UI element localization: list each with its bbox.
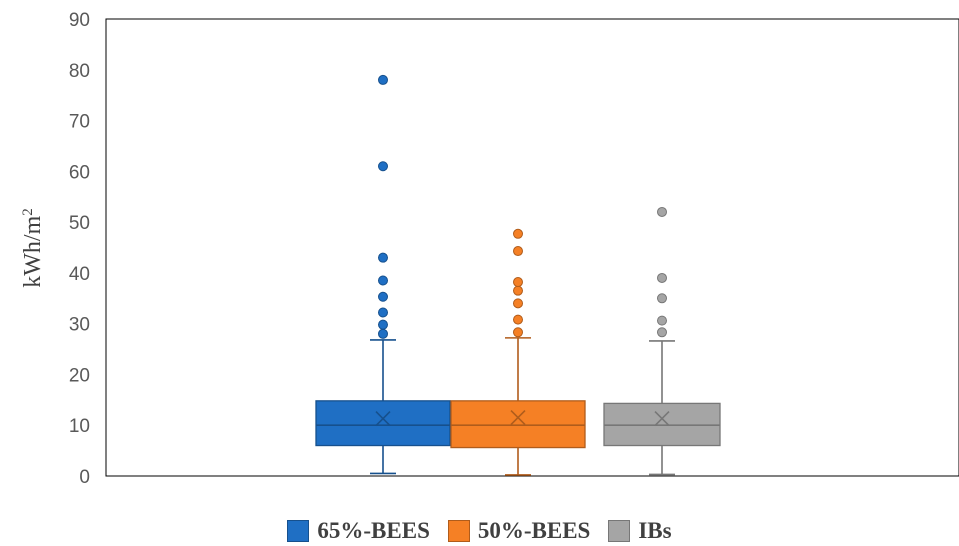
- y-tick-label: 20: [69, 365, 90, 386]
- mean-marker: [375, 411, 391, 427]
- legend-label: IBs: [638, 518, 672, 543]
- outlier-point: [657, 206, 667, 217]
- y-tick-label: 90: [69, 10, 90, 31]
- y-tick-label: 10: [69, 416, 90, 437]
- outlier-point: [378, 319, 388, 330]
- outlier-point: [378, 275, 388, 286]
- mean-marker: [654, 411, 670, 427]
- outlier-point: [657, 327, 667, 338]
- outlier-point: [378, 291, 388, 302]
- outlier-point: [513, 314, 523, 325]
- outlier-point: [657, 315, 667, 326]
- outlier-point: [378, 307, 388, 318]
- outlier-point: [657, 293, 667, 304]
- outlier-point: [513, 327, 523, 338]
- box-3: [603, 206, 721, 476]
- y-tick-label: 30: [69, 315, 90, 336]
- outlier-point: [378, 328, 388, 339]
- legend-item: 65%-BEES: [287, 518, 430, 544]
- legend-swatch: [608, 520, 631, 542]
- y-tick-label: 0: [79, 467, 90, 488]
- legend-swatch: [287, 520, 310, 542]
- y-axis-label: kWh/m2: [20, 208, 46, 288]
- outlier-point: [513, 285, 523, 296]
- y-tick-label: 60: [69, 162, 90, 183]
- outlier-point: [513, 246, 523, 257]
- legend-label: 65%-BEES: [317, 518, 430, 543]
- plot-area: [105, 18, 959, 477]
- legend-item: IBs: [608, 518, 672, 544]
- outlier-point: [378, 74, 388, 85]
- y-tick-label: 40: [69, 264, 90, 285]
- outlier-point: [378, 252, 388, 263]
- y-axis-ticks: 0 10 20 30 40 50 60 70 80 90: [69, 10, 90, 488]
- y-tick-label: 50: [69, 213, 90, 234]
- legend-item: 50%-BEES: [447, 518, 591, 544]
- y-tick-label: 80: [69, 61, 90, 82]
- legend-swatch: [447, 520, 470, 542]
- box-series: [315, 74, 721, 476]
- outlier-point: [378, 161, 388, 172]
- box-iqr: [315, 400, 451, 447]
- outlier-point: [657, 272, 667, 283]
- box-iqr: [450, 400, 586, 449]
- y-axis-label-text: kWh/m: [20, 215, 46, 287]
- outlier-point: [513, 228, 523, 239]
- box-1: [315, 74, 451, 475]
- mean-marker: [510, 410, 526, 426]
- outlier-point: [513, 277, 523, 288]
- legend: 65%-BEES 50%-BEES IBs: [0, 516, 959, 546]
- y-tick-label: 70: [69, 112, 90, 133]
- legend-label: 50%-BEES: [477, 518, 591, 543]
- outlier-point: [513, 298, 523, 309]
- y-axis-label-superscript: 2: [20, 208, 36, 216]
- box-2: [450, 228, 586, 476]
